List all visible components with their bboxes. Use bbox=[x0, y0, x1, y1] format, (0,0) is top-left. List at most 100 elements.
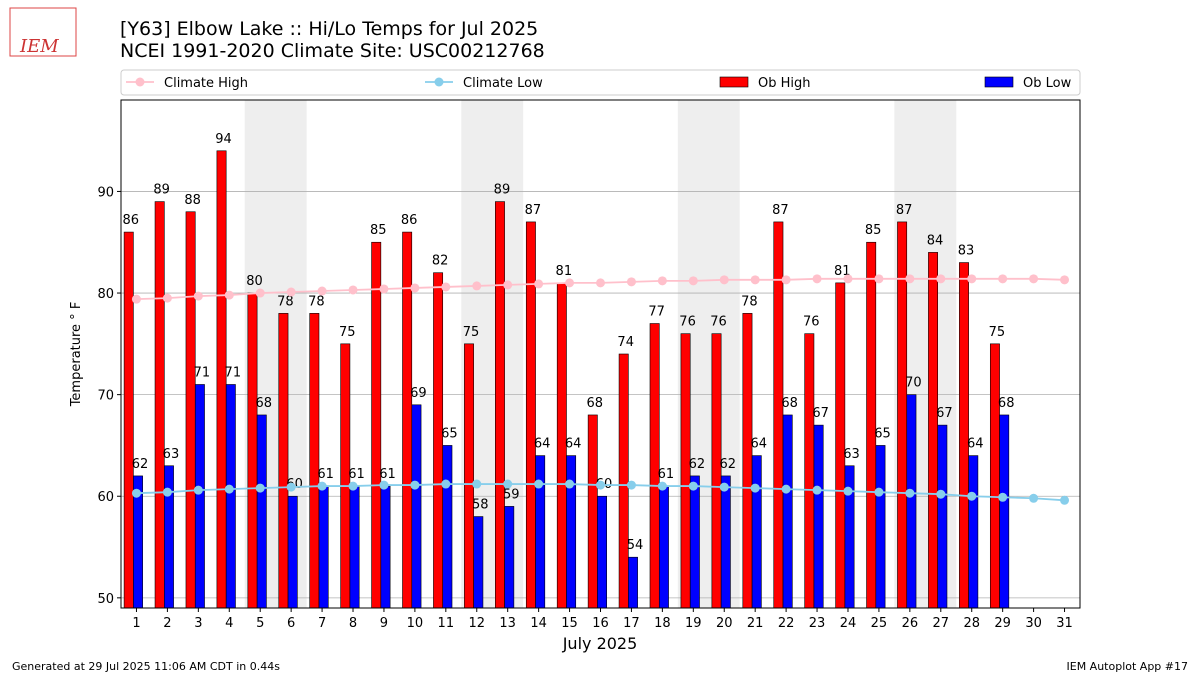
data-label: 62 bbox=[720, 457, 737, 472]
bar bbox=[154, 201, 165, 609]
point bbox=[596, 480, 605, 490]
x-tick-label: 11 bbox=[438, 616, 455, 631]
data-label: 76 bbox=[803, 315, 820, 330]
data-label: 65 bbox=[874, 426, 891, 441]
point bbox=[750, 483, 760, 493]
point bbox=[410, 480, 420, 490]
bar bbox=[804, 333, 815, 609]
x-tick-label: 3 bbox=[194, 616, 202, 631]
data-label: 68 bbox=[586, 396, 603, 411]
data-label: 85 bbox=[370, 223, 387, 238]
y-tick-label: 80 bbox=[97, 287, 114, 302]
legend-swatch bbox=[984, 76, 1014, 88]
bar bbox=[813, 424, 824, 609]
point bbox=[317, 286, 327, 296]
point bbox=[193, 291, 203, 301]
point bbox=[131, 488, 141, 498]
data-label: 94 bbox=[215, 132, 232, 147]
data-label: 84 bbox=[927, 233, 944, 248]
bar bbox=[318, 485, 329, 609]
data-label: 61 bbox=[379, 467, 396, 482]
x-tick-label: 25 bbox=[871, 616, 888, 631]
bar bbox=[875, 445, 886, 609]
chart-subtitle: NCEI 1991-2020 Climate Site: USC00212768 bbox=[120, 40, 545, 62]
data-label: 78 bbox=[308, 294, 325, 309]
data-label: 64 bbox=[565, 437, 582, 452]
legend-label: Ob High bbox=[758, 76, 811, 91]
legend-marker bbox=[135, 77, 145, 87]
bar bbox=[751, 455, 762, 609]
point bbox=[812, 274, 822, 284]
bar bbox=[587, 414, 598, 609]
data-label: 87 bbox=[772, 203, 789, 218]
logo-frame bbox=[9, 7, 77, 57]
bar bbox=[525, 221, 536, 609]
legend-marker bbox=[434, 77, 444, 87]
bar bbox=[278, 313, 289, 609]
x-tick-label: 5 bbox=[256, 616, 264, 631]
x-axis-label: July 2025 bbox=[562, 634, 638, 653]
data-label: 75 bbox=[339, 325, 356, 340]
point bbox=[843, 486, 853, 496]
point bbox=[657, 481, 667, 491]
data-label: 86 bbox=[401, 213, 418, 228]
bar bbox=[473, 516, 484, 609]
x-tick-label: 1 bbox=[132, 616, 140, 631]
bar bbox=[566, 455, 577, 609]
data-label: 62 bbox=[132, 457, 149, 472]
bar bbox=[742, 313, 753, 609]
x-tick-label: 16 bbox=[592, 616, 609, 631]
x-tick-label: 4 bbox=[225, 616, 233, 631]
footer-left: Generated at 29 Jul 2025 11:06 AM CDT in… bbox=[12, 660, 280, 673]
point bbox=[905, 488, 915, 498]
point bbox=[936, 489, 946, 499]
x-tick-label: 31 bbox=[1056, 616, 1073, 631]
data-label: 76 bbox=[710, 315, 727, 330]
point bbox=[224, 290, 234, 300]
plot-frame bbox=[120, 99, 1081, 609]
point bbox=[750, 275, 760, 285]
data-label: 87 bbox=[896, 203, 913, 218]
data-label: 70 bbox=[905, 376, 922, 391]
bar bbox=[123, 231, 134, 609]
data-label: 88 bbox=[184, 193, 201, 208]
x-tick-label: 17 bbox=[623, 616, 640, 631]
point bbox=[688, 276, 698, 286]
point bbox=[348, 481, 358, 491]
point bbox=[317, 481, 327, 491]
data-label: 62 bbox=[689, 457, 706, 472]
x-tick-label: 13 bbox=[499, 616, 516, 631]
data-label: 61 bbox=[317, 467, 334, 482]
point bbox=[1029, 493, 1039, 503]
bar bbox=[495, 201, 505, 609]
bar bbox=[247, 292, 258, 609]
point bbox=[967, 274, 977, 284]
y-tick-label: 60 bbox=[97, 490, 114, 505]
legend-frame bbox=[120, 69, 1081, 96]
legend-label: Climate High bbox=[164, 76, 248, 91]
x-tick-label: 29 bbox=[994, 616, 1011, 631]
y-tick-label: 50 bbox=[97, 592, 114, 607]
x-tick-label: 27 bbox=[933, 616, 950, 631]
x-tick-label: 14 bbox=[530, 616, 547, 631]
point bbox=[812, 485, 822, 495]
footer-right: IEM Autoplot App #17 bbox=[1067, 660, 1189, 673]
data-label: 82 bbox=[432, 254, 449, 269]
bar bbox=[658, 485, 669, 609]
bar bbox=[380, 485, 391, 609]
bar bbox=[968, 455, 979, 609]
bar bbox=[256, 414, 267, 609]
point bbox=[998, 274, 1008, 284]
bar bbox=[411, 404, 422, 609]
data-label: 71 bbox=[194, 365, 211, 380]
bar bbox=[349, 485, 360, 609]
data-label: 80 bbox=[246, 274, 263, 289]
data-label: 78 bbox=[741, 294, 758, 309]
point bbox=[193, 485, 203, 495]
bar bbox=[464, 343, 474, 609]
y-tick-label: 90 bbox=[97, 185, 114, 200]
point bbox=[503, 479, 513, 489]
bar bbox=[618, 353, 629, 609]
point bbox=[410, 283, 420, 293]
data-label: 68 bbox=[781, 396, 798, 411]
